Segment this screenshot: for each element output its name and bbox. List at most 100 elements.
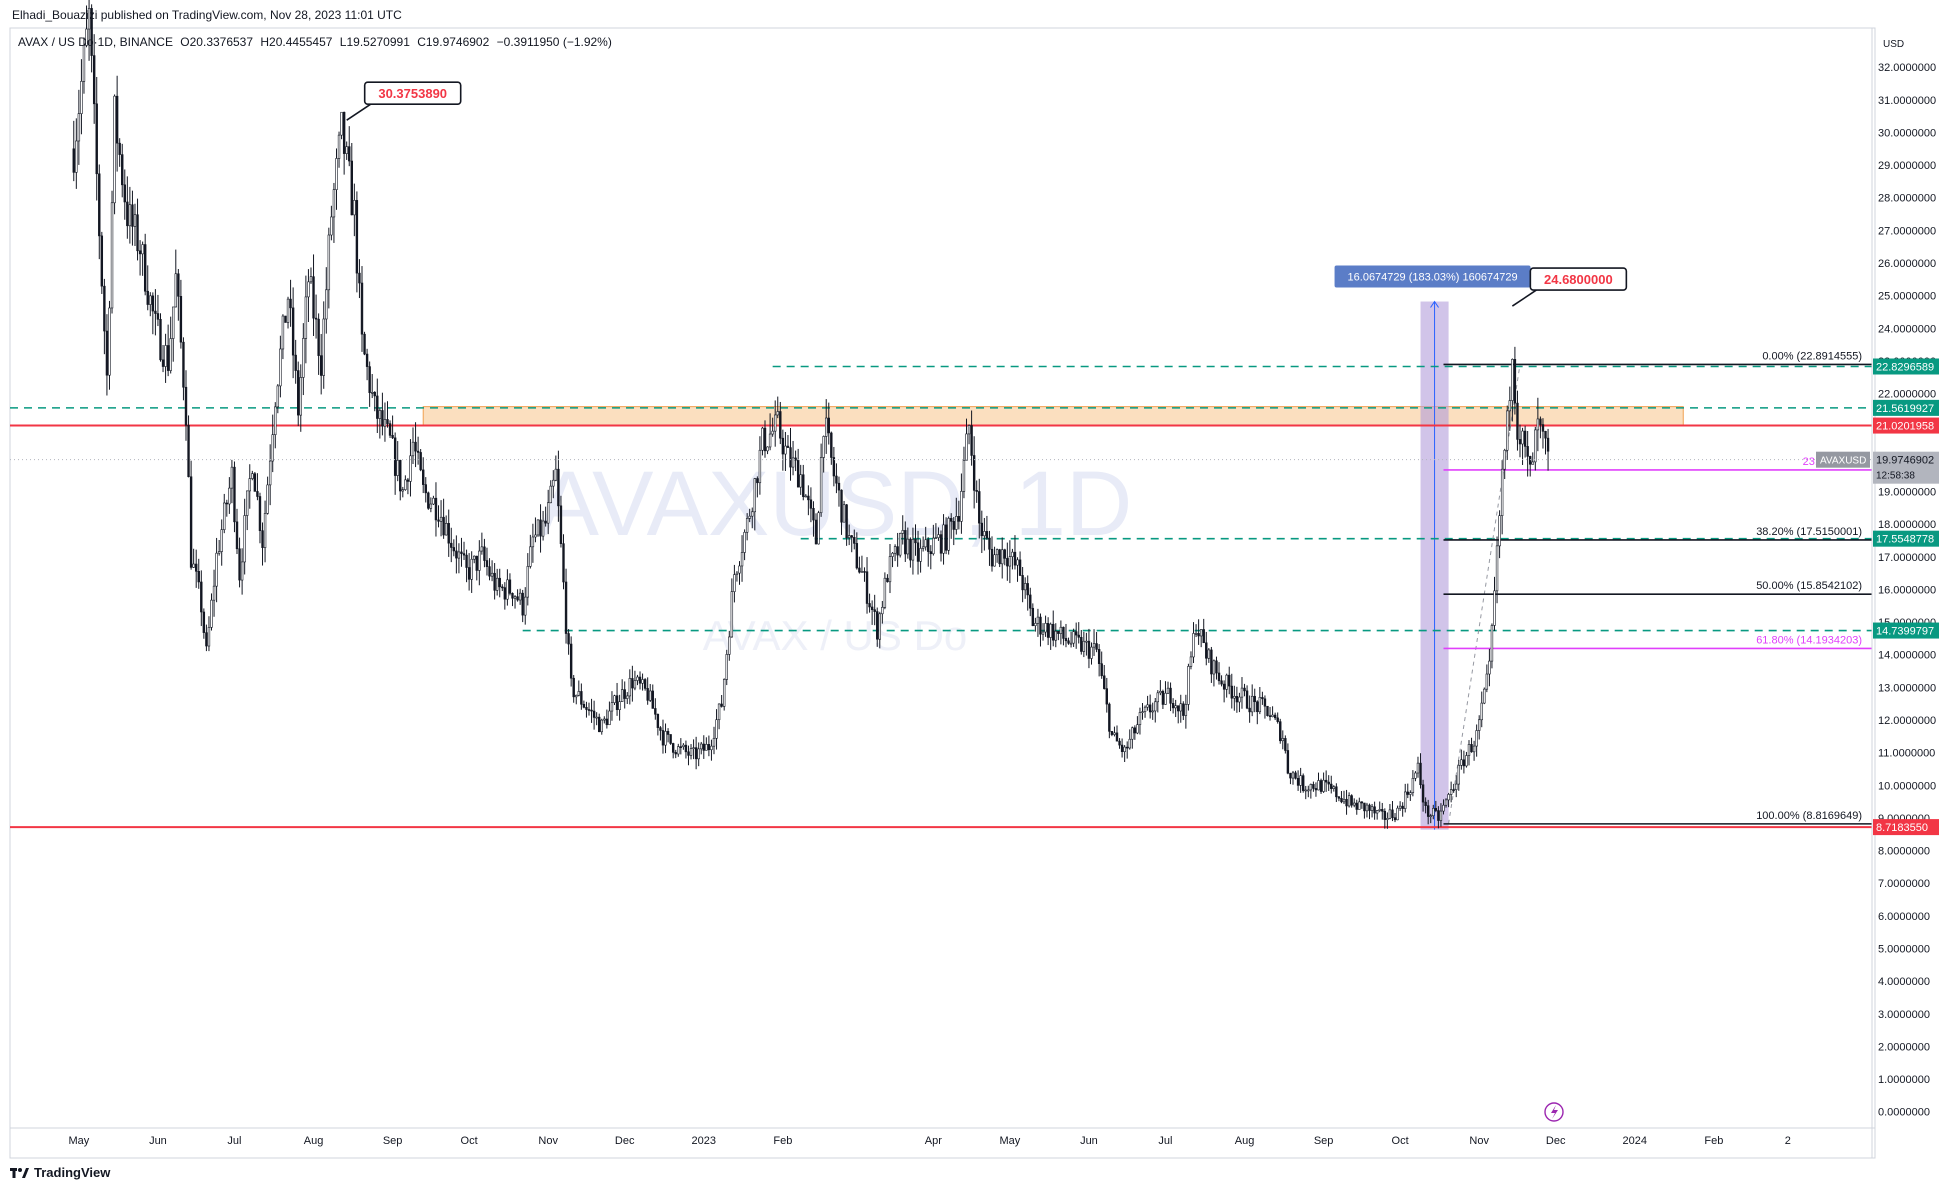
candle-body	[342, 111, 346, 154]
measure-tool[interactable]: 16.0674729 (183.03%) 160674729	[1334, 265, 1531, 830]
price-tag-label: 17.5548778	[1876, 534, 1934, 546]
candle-body	[794, 457, 797, 461]
price-tag	[1873, 622, 1939, 639]
candle-body	[1342, 798, 1346, 803]
horizontal-lines[interactable]	[10, 365, 1872, 829]
candle-body	[524, 596, 527, 616]
candle-body	[146, 290, 149, 305]
candle-body	[694, 747, 698, 760]
candle-body	[1296, 778, 1300, 786]
candle-body	[128, 204, 132, 227]
flash-icon[interactable]	[1544, 1102, 1564, 1122]
x-tick-label: Jun	[149, 1135, 167, 1147]
candle-body	[733, 574, 736, 592]
candle-body	[1016, 559, 1019, 566]
fibonacci-retracement[interactable]: 0.00% (22.8914555)23.60% (19.38.20% (17.…	[1443, 350, 1872, 825]
candle-body	[258, 496, 262, 531]
candle-body	[1039, 616, 1042, 635]
candle-body	[1414, 772, 1417, 779]
candle-body	[251, 473, 254, 479]
candle-body	[763, 427, 767, 452]
candle-body	[1054, 630, 1057, 641]
candle-body	[832, 457, 836, 477]
candle-body	[1179, 703, 1182, 712]
x-tick-label: Sep	[383, 1135, 403, 1147]
price-tag	[1873, 530, 1939, 547]
candle-body	[817, 512, 820, 545]
price-axis[interactable]: USD 32.0000000 31.0000000 30.0000000 29.0000…	[1871, 28, 1936, 1158]
candle-body	[1156, 692, 1160, 703]
candle-body	[90, 8, 93, 56]
time-axis[interactable]: May Jun Jul Aug Sep Oct Nov Dec 2023 Feb Apr May Jun…	[10, 1127, 1875, 1147]
candle-body	[860, 571, 864, 573]
candle-body	[1023, 583, 1027, 591]
candle-body	[450, 542, 453, 548]
candle-body	[998, 549, 1001, 565]
candle-body	[294, 354, 297, 371]
y-tick-label: 2.0000000	[1878, 1041, 1930, 1053]
candle-body	[858, 567, 861, 573]
resistance-zone[interactable]	[422, 406, 1684, 427]
annotations[interactable]: 30.3753890 24.6800000	[346, 81, 1628, 307]
candle-body	[123, 184, 126, 203]
candle-body	[567, 633, 570, 645]
candle-body	[1381, 809, 1384, 812]
y-tick-label: 30.0000000	[1878, 127, 1936, 139]
candle-body	[705, 744, 708, 751]
candle-body	[1337, 796, 1341, 799]
candle-body	[1539, 418, 1542, 425]
candle-body	[1133, 727, 1137, 734]
candle-body	[182, 341, 185, 388]
candle-body	[722, 679, 726, 707]
candle-body	[1090, 646, 1093, 659]
candle-body	[1184, 704, 1188, 716]
x-tick-label: Feb	[773, 1135, 792, 1147]
candle-body	[1021, 575, 1024, 591]
candle-body	[110, 202, 114, 309]
candle-body	[1192, 633, 1195, 658]
candle-body	[1258, 697, 1262, 713]
candle-body	[205, 632, 208, 647]
candle-body	[850, 535, 853, 538]
candle-body	[990, 548, 994, 567]
candle-body	[419, 452, 422, 471]
candle-body	[526, 566, 529, 598]
candle-body	[748, 515, 751, 519]
price-tag-label: 22.8296589	[1876, 361, 1934, 373]
candle-body	[1398, 805, 1402, 809]
candle-body	[473, 555, 476, 560]
candle-body	[942, 524, 945, 554]
callout-pointer	[1511, 289, 1537, 307]
x-tick-label: Apr	[925, 1135, 942, 1147]
candle-body	[868, 603, 871, 608]
footer-brand[interactable]: TradingView	[34, 1165, 111, 1180]
candle-body	[830, 432, 833, 458]
candle-body	[340, 111, 343, 136]
candle-body	[1301, 775, 1305, 791]
candle-body	[1383, 810, 1387, 820]
candle-body	[743, 531, 746, 553]
candle-body	[745, 518, 749, 533]
y-tick-label: 4.0000000	[1878, 976, 1930, 988]
candle-body	[1151, 710, 1154, 713]
candle-body	[822, 436, 825, 458]
candle-body	[1062, 626, 1065, 639]
candle-body	[330, 216, 333, 236]
candle-body	[934, 537, 938, 539]
candle-body	[1490, 625, 1494, 662]
candle-body	[98, 173, 101, 237]
candle-body	[1477, 719, 1481, 731]
candle-body	[138, 250, 142, 255]
candle-body	[388, 423, 392, 436]
candle-body	[1307, 789, 1310, 792]
candle-body	[240, 561, 244, 581]
candle-body	[539, 519, 542, 537]
y-tick-label: 18.0000000	[1878, 519, 1936, 531]
candle-body	[878, 613, 881, 640]
candle-body	[291, 307, 295, 356]
candle-body	[1355, 802, 1358, 810]
legend-symbol[interactable]: AVAX / US Do	[18, 35, 94, 49]
candle-body	[837, 482, 841, 491]
candle-body	[728, 636, 731, 655]
